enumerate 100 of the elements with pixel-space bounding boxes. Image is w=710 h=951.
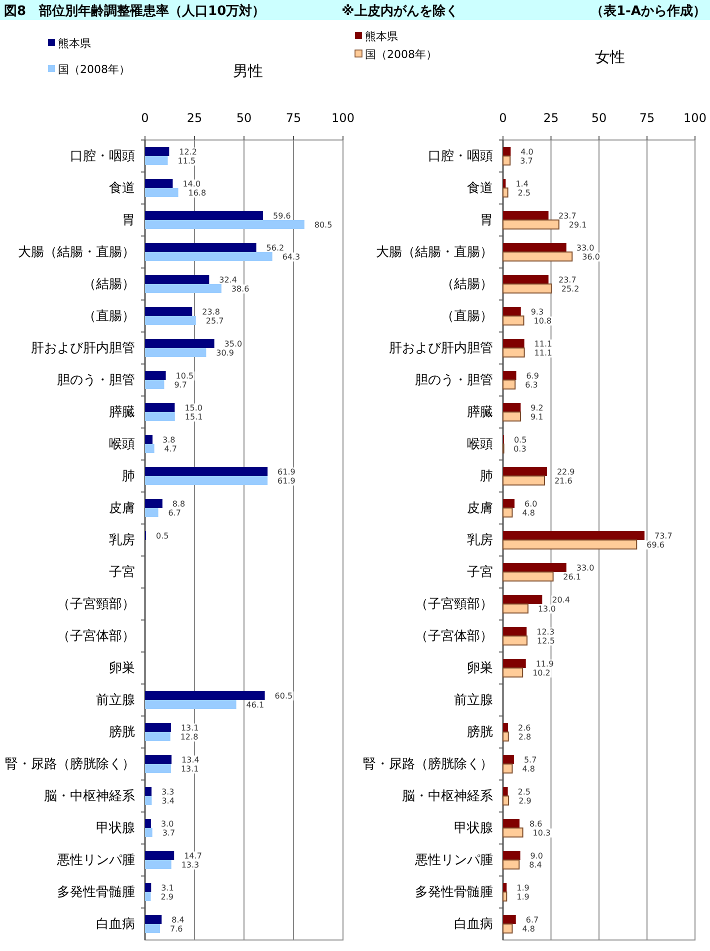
data-label: 11.9 — [536, 660, 554, 668]
y-tick-label: 卵巣 — [467, 661, 493, 676]
bar — [502, 828, 524, 838]
y-tick-label: 脳・中枢神経系 — [402, 789, 493, 804]
legend-label: 国（2008年） — [58, 63, 130, 76]
y-tick-label: 肝および肝内胆管 — [31, 341, 135, 356]
x-tick-label: 100 — [332, 111, 354, 125]
y-tick-label: （子宮頸部） — [415, 596, 493, 612]
data-label: 23.7 — [558, 212, 576, 220]
data-label: 12.2 — [179, 148, 197, 156]
data-label: 11.1 — [534, 340, 552, 348]
y-tick-label: 肺 — [480, 469, 493, 484]
y-tick-label: 胃 — [480, 213, 493, 228]
y-tick-label: 脳・中枢神経系 — [44, 789, 135, 804]
bar — [502, 540, 638, 550]
bar — [503, 819, 520, 828]
y-tick-label: 甲状腺 — [454, 821, 493, 836]
x-tick-label: 75 — [286, 111, 302, 125]
bar — [503, 467, 547, 476]
bar — [502, 572, 554, 582]
bar — [502, 476, 545, 486]
y-tick-label: 胆のう・胆管 — [415, 373, 493, 388]
bar — [502, 348, 525, 358]
x-tick-label: 0 — [141, 111, 149, 125]
legend-label: 国（2008年） — [365, 48, 437, 61]
y-tick-label: （直腸） — [83, 309, 135, 324]
bar — [145, 860, 172, 869]
bar — [145, 188, 178, 197]
data-label: 1.4 — [516, 180, 528, 188]
bar — [145, 915, 162, 924]
data-label: 15.1 — [184, 412, 203, 422]
bar — [145, 883, 152, 892]
data-label: 10.3 — [532, 828, 551, 838]
data-label: 10.5 — [176, 372, 194, 380]
data-label: 61.9 — [278, 468, 296, 476]
data-label: 13.3 — [181, 860, 200, 870]
y-tick-label: 前立腺 — [96, 692, 135, 708]
data-label: 8.4 — [172, 916, 184, 924]
data-label: 0.5 — [156, 532, 169, 540]
data-label: 23.8 — [202, 308, 220, 316]
bar — [502, 284, 552, 294]
data-label: 3.4 — [162, 796, 174, 806]
data-label: 12.3 — [536, 628, 554, 636]
y-tick-label: 多発性骨髄腫 — [415, 885, 493, 900]
y-tick-label: 大腸（結腸・直腸） — [18, 245, 135, 260]
y-tick-label: 皮膚 — [109, 501, 135, 516]
bar — [503, 883, 507, 892]
bar — [503, 659, 526, 668]
data-label: 2.9 — [160, 892, 174, 902]
data-label: 3.0 — [160, 820, 174, 828]
data-label: 56.2 — [266, 244, 284, 252]
bar — [503, 499, 515, 508]
y-tick-label: 喉頭 — [467, 437, 493, 452]
data-label: 6.9 — [526, 372, 539, 380]
bar — [502, 508, 513, 518]
data-label: 30.9 — [216, 348, 234, 358]
data-label: 20.4 — [552, 596, 570, 604]
y-tick-label: 白血病 — [454, 917, 493, 932]
data-label: 35.0 — [224, 340, 242, 348]
bar — [145, 467, 268, 476]
data-label: 10.2 — [532, 668, 550, 678]
data-label: 2.8 — [518, 732, 532, 742]
y-tick-label: 悪性リンパ腫 — [414, 853, 493, 868]
bar — [145, 723, 171, 732]
x-tick-label: 100 — [684, 111, 706, 125]
bar — [145, 499, 162, 508]
chart-title: 男性 — [233, 62, 263, 80]
bar — [502, 188, 508, 198]
bar — [145, 380, 164, 389]
bar — [145, 755, 172, 764]
data-label: 3.1 — [161, 884, 174, 892]
y-tick-label: （結腸） — [441, 277, 493, 292]
data-label: 11.1 — [534, 348, 552, 358]
data-label: 25.7 — [206, 316, 224, 326]
data-label: 23.7 — [558, 276, 576, 284]
bar — [145, 243, 256, 252]
data-label: 21.6 — [554, 476, 572, 486]
data-label: 13.1 — [180, 724, 199, 732]
data-label: 61.9 — [278, 476, 296, 486]
bar — [145, 220, 304, 229]
bar — [145, 444, 154, 453]
bar — [145, 787, 152, 796]
bar — [502, 604, 528, 614]
text: （表1-Aから作成） — [590, 4, 706, 19]
data-label: 13.0 — [538, 604, 556, 614]
bar — [503, 307, 521, 316]
bar — [502, 860, 520, 870]
x-tick-label: 25 — [543, 111, 559, 125]
data-label: 2.9 — [518, 796, 532, 806]
data-label: 6.0 — [524, 500, 538, 508]
y-tick-label: 食道 — [109, 181, 135, 196]
y-tick-label: 白血病 — [96, 917, 135, 932]
bar — [145, 179, 173, 188]
bar — [145, 828, 152, 837]
bar — [502, 892, 508, 902]
y-tick-label: 胃 — [122, 213, 135, 228]
x-tick-label: 50 — [236, 111, 252, 125]
y-tick-label: （子宮体部） — [415, 628, 493, 644]
y-tick-label: 卵巣 — [109, 661, 135, 676]
bar — [503, 563, 566, 572]
